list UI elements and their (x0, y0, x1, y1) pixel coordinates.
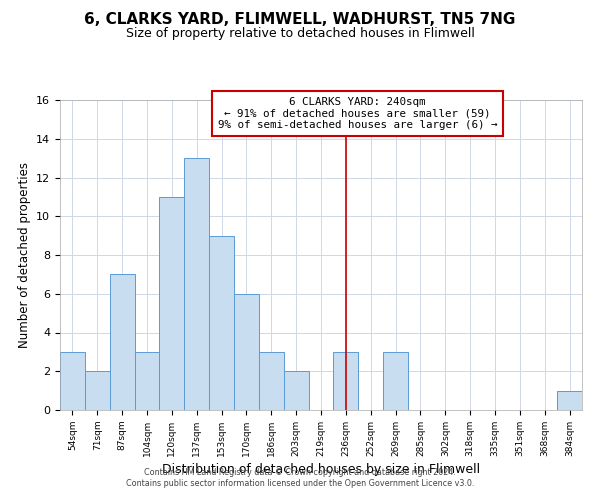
Bar (110, 274, 134, 410)
Bar (557, 390, 582, 410)
Bar (60, 352, 85, 410)
Bar (209, 236, 234, 410)
Y-axis label: Number of detached properties: Number of detached properties (17, 162, 31, 348)
Bar (234, 294, 259, 410)
Bar (259, 352, 284, 410)
Bar (85, 371, 110, 410)
Text: Size of property relative to detached houses in Flimwell: Size of property relative to detached ho… (125, 28, 475, 40)
Bar (160, 197, 184, 410)
Text: Contains HM Land Registry data © Crown copyright and database right 2024.
Contai: Contains HM Land Registry data © Crown c… (126, 468, 474, 487)
Bar (184, 158, 209, 410)
Text: 6, CLARKS YARD, FLIMWELL, WADHURST, TN5 7NG: 6, CLARKS YARD, FLIMWELL, WADHURST, TN5 … (85, 12, 515, 28)
Bar (334, 352, 358, 410)
Bar (284, 371, 308, 410)
Bar (134, 352, 160, 410)
X-axis label: Distribution of detached houses by size in Flimwell: Distribution of detached houses by size … (162, 463, 480, 476)
Bar (383, 352, 408, 410)
Text: 6 CLARKS YARD: 240sqm
← 91% of detached houses are smaller (59)
9% of semi-detac: 6 CLARKS YARD: 240sqm ← 91% of detached … (218, 97, 497, 130)
